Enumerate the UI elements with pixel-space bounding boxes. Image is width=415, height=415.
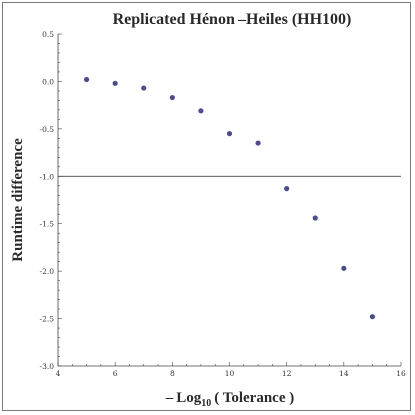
y-tick-label: -2.5 <box>40 315 55 324</box>
y-tick-label: -3.0 <box>40 362 55 371</box>
y-tick-label: -2.0 <box>40 267 55 276</box>
data-point <box>341 265 347 271</box>
x-axis-label-suffix: ( Tolerance ) <box>214 390 294 406</box>
chart-title: Replicated Hénon –Heiles (HH100) <box>113 11 352 28</box>
data-point <box>312 215 318 221</box>
x-tick-label: 16 <box>396 369 406 378</box>
x-tick-label: 4 <box>56 369 61 378</box>
data-point <box>226 131 233 137</box>
data-point <box>83 76 90 83</box>
data-point <box>255 140 261 146</box>
data-point <box>141 85 147 91</box>
x-axis-label-subscript: 10 <box>201 398 211 409</box>
data-point <box>284 186 290 192</box>
axes: 0.5 0.0 -0.5 -1.0 -1.5 -2.0 -2.5 -3.04 6 8 10 12 14 1… <box>40 30 406 378</box>
data-points <box>83 76 376 320</box>
x-tick-label: 12 <box>282 369 292 378</box>
x-tick-label: 8 <box>170 369 175 378</box>
data-point <box>198 108 204 114</box>
data-point <box>112 80 118 86</box>
x-tick-label: 6 <box>113 369 118 378</box>
x-axis-label-prefix: – Log <box>165 390 202 406</box>
y-tick-label: -0.5 <box>40 125 55 134</box>
chart-frame <box>2 2 411 411</box>
y-tick-label: -1.5 <box>40 220 55 229</box>
data-point <box>169 94 175 101</box>
x-tick-label: 14 <box>339 369 349 378</box>
data-point <box>369 314 376 320</box>
y-tick-label: -1.0 <box>40 172 55 181</box>
y-tick-label: 0.0 <box>42 77 54 86</box>
y-tick-label: 0.5 <box>42 30 54 39</box>
y-axis-label: Runtime difference <box>10 138 26 262</box>
x-axis-label: – Log10( Tolerance ) <box>165 390 295 409</box>
x-tick-label: 10 <box>225 369 235 378</box>
